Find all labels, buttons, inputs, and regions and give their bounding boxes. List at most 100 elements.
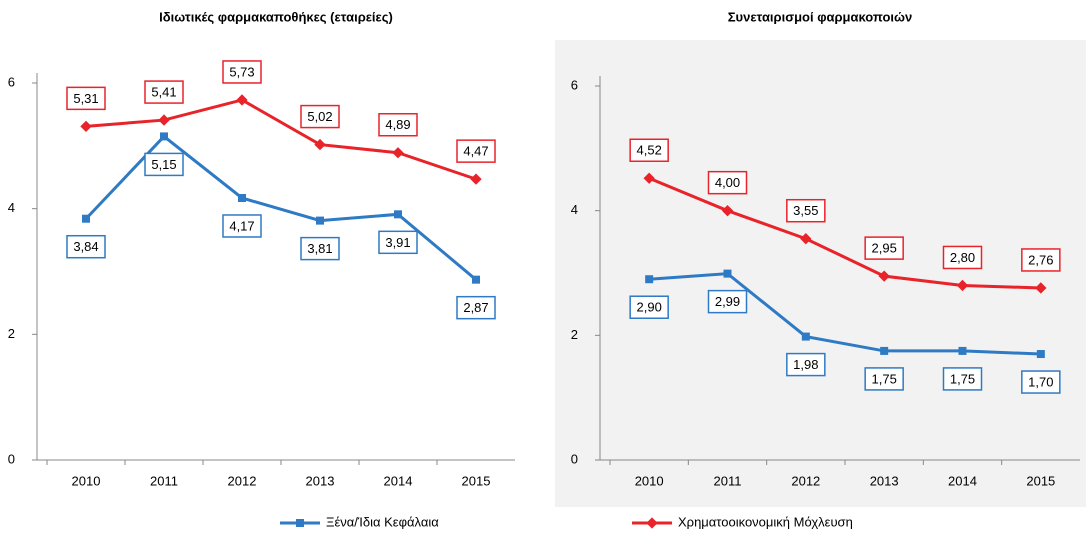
value-label: 4,47 <box>463 144 488 159</box>
value-label: 2,80 <box>950 250 975 265</box>
value-label-box <box>942 245 983 270</box>
marker <box>723 269 732 278</box>
y-tick-label: 0 <box>571 451 578 466</box>
value-label: 5,31 <box>73 91 98 106</box>
legend-marker <box>646 517 658 529</box>
value-label-box <box>144 80 184 104</box>
series-line <box>648 176 1041 290</box>
value-label: 4,89 <box>385 117 410 132</box>
x-tick-label: 2011 <box>150 473 178 488</box>
value-label-box <box>378 230 418 255</box>
marker <box>392 147 404 159</box>
value-label: 5,02 <box>307 109 332 124</box>
y-tick-label: 0 <box>8 451 15 466</box>
chart-title: Ιδιωτικές φαρμακαποθήκες (εταιρείες) <box>159 9 393 24</box>
y-tick-label: 6 <box>571 77 578 92</box>
x-tick-label: 2012 <box>791 473 820 488</box>
marker <box>1035 282 1047 294</box>
value-label: 2,76 <box>1028 252 1053 267</box>
marker <box>472 275 480 284</box>
value-label-box <box>864 236 904 260</box>
value-label: 1,75 <box>872 371 897 386</box>
y-tick-label: 2 <box>8 326 15 341</box>
series-line <box>649 272 1041 356</box>
y-tick-label: 6 <box>8 74 15 89</box>
x-tick-label: 2013 <box>870 473 899 488</box>
value-label-box <box>1021 248 1061 272</box>
value-label-box <box>144 152 184 177</box>
marker <box>470 173 482 185</box>
value-label-box <box>456 139 496 163</box>
value-label: 1,70 <box>1028 374 1053 389</box>
value-label: 2,87 <box>463 300 488 315</box>
value-label-box <box>222 60 262 84</box>
value-label-box <box>707 289 748 314</box>
plot-background <box>555 40 1086 507</box>
value-label-box <box>629 295 669 319</box>
marker <box>238 193 246 202</box>
legend-label: Χρηματοοικονομική Μόχλευση <box>678 514 853 529</box>
marker <box>956 279 969 292</box>
marker <box>645 275 654 284</box>
value-label-box <box>942 367 983 391</box>
series-line <box>84 134 477 281</box>
x-tick-label: 2015 <box>462 473 491 488</box>
value-label: 3,91 <box>385 235 410 250</box>
value-label: 4,17 <box>229 218 254 233</box>
series-line <box>85 98 477 181</box>
value-label: 2,90 <box>637 300 662 315</box>
marker <box>314 138 326 151</box>
marker <box>158 114 170 126</box>
x-tick-label: 2011 <box>714 473 742 488</box>
marker <box>1036 350 1045 359</box>
value-label-box <box>378 112 418 137</box>
value-label: 5,41 <box>151 85 176 100</box>
value-label: 3,81 <box>307 241 332 256</box>
marker <box>958 346 967 355</box>
y-tick-label: 4 <box>571 202 578 217</box>
x-tick-label: 2015 <box>1026 473 1055 488</box>
value-label-box <box>707 170 748 195</box>
x-tick-label: 2014 <box>948 473 977 488</box>
value-label: 4,52 <box>637 143 662 158</box>
value-label-box <box>66 86 106 111</box>
value-label-box <box>300 236 340 261</box>
value-label-box <box>864 367 904 391</box>
value-label-box <box>1021 370 1061 394</box>
value-label-box <box>300 104 340 129</box>
marker <box>643 172 655 184</box>
x-tick-label: 2014 <box>384 473 413 488</box>
value-label: 5,73 <box>229 64 254 79</box>
value-label: 2,99 <box>715 294 740 309</box>
value-label: 2,95 <box>872 241 897 256</box>
marker <box>160 132 168 141</box>
marker <box>801 332 810 341</box>
legend-label: Ξένα/Ίδια Κεφάλαια <box>326 514 439 529</box>
value-label-box <box>786 352 826 377</box>
marker <box>316 216 324 225</box>
value-label-box <box>456 295 496 320</box>
marker <box>80 120 92 133</box>
x-tick-label: 2013 <box>306 473 335 488</box>
marker <box>721 205 734 217</box>
y-tick-label: 2 <box>571 327 578 342</box>
value-label-box <box>786 198 826 223</box>
x-tick-label: 2012 <box>228 473 257 488</box>
marker <box>82 214 90 223</box>
marker <box>880 346 889 355</box>
x-tick-label: 2010 <box>635 473 664 488</box>
chart-title: Συνεταιρισμοί φαρμακοποιών <box>728 9 913 24</box>
value-label: 1,75 <box>950 371 975 386</box>
value-label: 4,00 <box>715 175 740 190</box>
value-label-box <box>222 214 262 238</box>
marker <box>800 233 812 245</box>
value-label-box <box>629 138 669 163</box>
value-label: 3,84 <box>73 239 98 254</box>
marker <box>394 210 402 219</box>
value-label: 5,15 <box>151 157 176 172</box>
value-label: 1,98 <box>793 357 818 372</box>
x-tick-label: 2010 <box>72 473 101 488</box>
value-label: 3,55 <box>793 203 818 218</box>
